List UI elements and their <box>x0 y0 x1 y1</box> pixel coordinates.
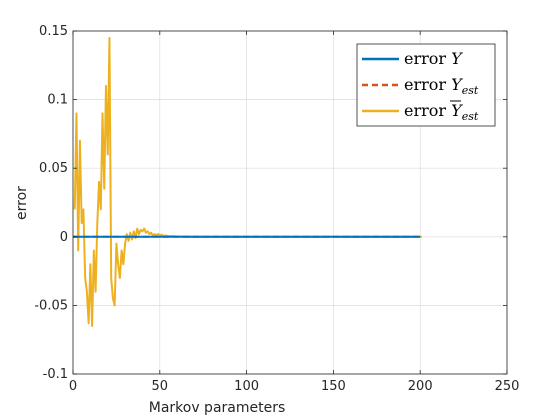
y-tick-label: 0.05 <box>39 161 68 176</box>
y-tick-label: 0.15 <box>39 24 68 39</box>
y-tick-label: 0.1 <box>47 93 68 108</box>
x-tick-label: 0 <box>69 379 77 394</box>
y-axis-label: error <box>14 186 30 220</box>
x-axis-label: Markov parameters <box>149 400 286 416</box>
y-tick-label: -0.1 <box>43 367 68 382</box>
legend-label-0: error Y <box>404 49 463 68</box>
x-tick-label: 250 <box>495 379 520 394</box>
x-tick-label: 50 <box>152 379 169 394</box>
x-tick-label: 200 <box>408 379 433 394</box>
x-tick-label: 150 <box>321 379 346 394</box>
y-tick-label: -0.05 <box>34 298 68 313</box>
x-tick-label: 100 <box>234 379 259 394</box>
y-tick-label: 0 <box>60 230 68 245</box>
